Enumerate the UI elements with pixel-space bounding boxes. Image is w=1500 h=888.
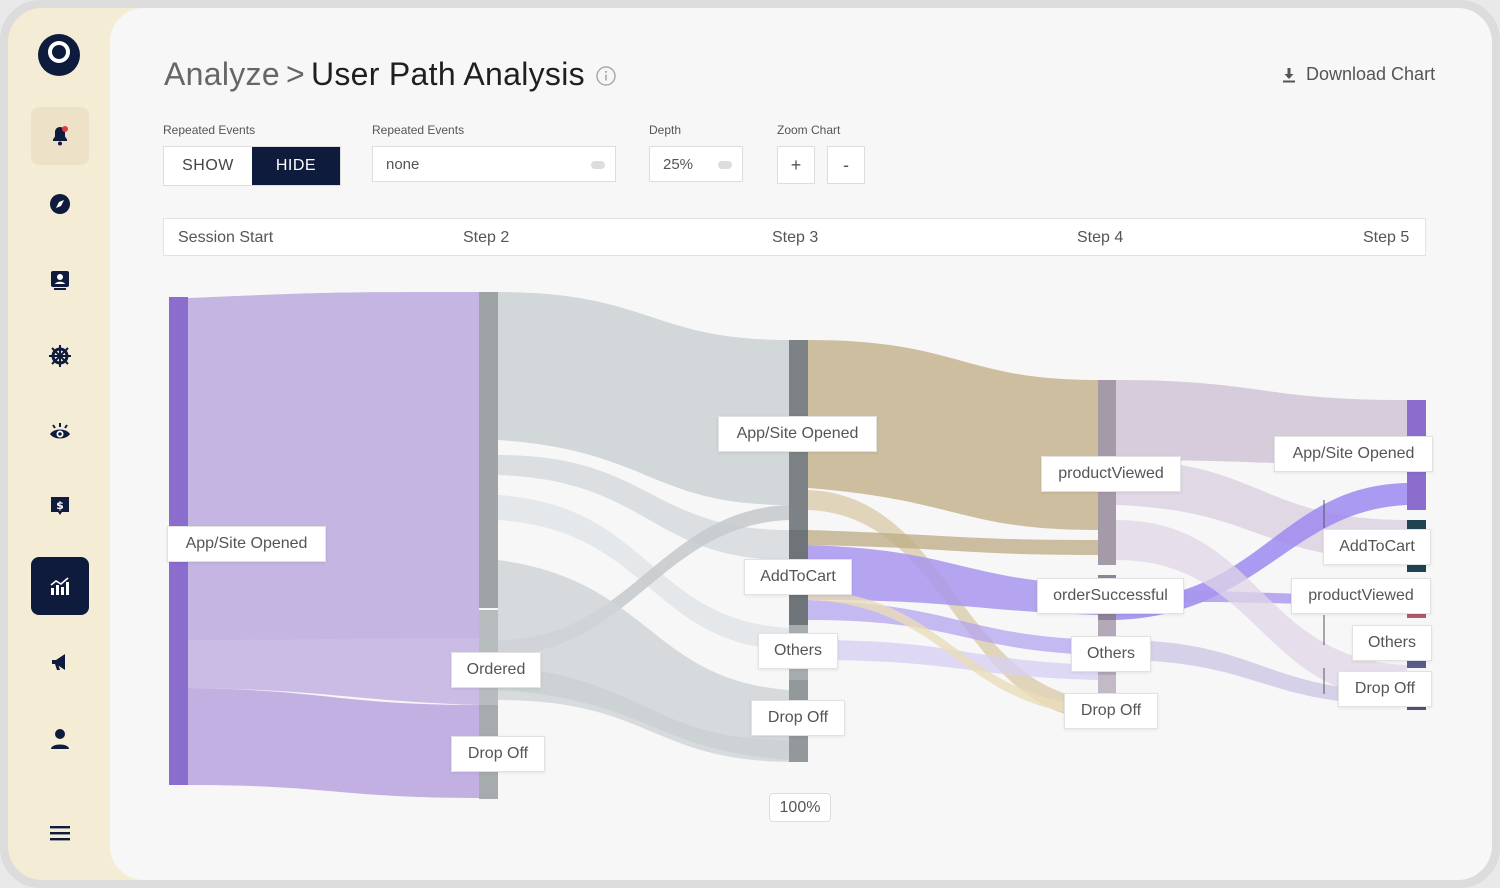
depth-toggle-icon xyxy=(718,161,732,169)
node-label-s3-addtocart[interactable]: AddToCart xyxy=(744,559,852,595)
svg-text:$: $ xyxy=(56,499,64,512)
download-chart-button[interactable]: Download Chart xyxy=(1282,64,1435,85)
node-label-s5-dropoff[interactable]: Drop Off xyxy=(1338,671,1432,707)
nav-contacts[interactable] xyxy=(31,251,89,309)
breadcrumb-current: User Path Analysis xyxy=(310,56,585,92)
node-label-s5-others[interactable]: Others xyxy=(1352,625,1432,661)
zoom-level-indicator: 100% xyxy=(769,793,831,822)
page-title: Analyze > User Path Analysis xyxy=(164,56,585,93)
breadcrumb-separator: > xyxy=(285,56,305,92)
depth-label: Depth xyxy=(649,123,682,137)
download-chart-label: Download Chart xyxy=(1306,64,1436,84)
step-header-3: Step 3 xyxy=(772,229,819,246)
nav-menu[interactable] xyxy=(31,804,89,862)
nav-observe[interactable] xyxy=(31,403,89,461)
hide-option[interactable]: HIDE xyxy=(252,147,340,185)
zoom-in-button[interactable]: + xyxy=(777,146,815,184)
compass-icon xyxy=(50,194,70,214)
nav-campaigns[interactable] xyxy=(31,633,89,691)
show-option[interactable]: SHOW xyxy=(182,157,234,174)
step-header-4: Step 4 xyxy=(1077,229,1124,246)
nav-analytics[interactable] xyxy=(31,557,89,615)
step-header-2: Step 2 xyxy=(463,229,510,246)
node-label-s5-appopened[interactable]: App/Site Opened xyxy=(1274,436,1433,472)
analytics-icon xyxy=(50,577,69,595)
node-label-s5-productviewed[interactable]: productViewed xyxy=(1291,578,1431,614)
nav-explore[interactable] xyxy=(31,175,89,233)
info-icon[interactable] xyxy=(596,66,616,86)
contacts-icon xyxy=(51,271,69,290)
download-icon xyxy=(1283,67,1295,82)
nav-revenue[interactable]: $ xyxy=(31,477,89,535)
repeated-events-select-label: Repeated Events xyxy=(372,123,465,137)
node-label-s2-ordered[interactable]: Ordered xyxy=(451,652,541,688)
zoom-out-button[interactable]: - xyxy=(827,146,865,184)
helm-icon xyxy=(49,345,71,367)
megaphone-icon xyxy=(52,654,65,670)
node-label-s4-others[interactable]: Others xyxy=(1071,636,1151,672)
notifications-icon xyxy=(53,126,68,146)
node-label-s4-dropoff[interactable]: Drop Off xyxy=(1064,693,1158,729)
node-label-s3-appopened[interactable]: App/Site Opened xyxy=(718,416,877,452)
node-label-s3-others[interactable]: Others xyxy=(758,633,838,669)
select-toggle-icon xyxy=(591,161,605,169)
menu-icon xyxy=(50,826,70,841)
repeated-events-value: none xyxy=(386,155,420,173)
node-label-s5-addtocart[interactable]: AddToCart xyxy=(1323,529,1431,565)
node-label-s1-appopened[interactable]: App/Site Opened xyxy=(167,526,326,562)
step-header-5: Step 5 xyxy=(1363,229,1410,246)
node-label-s4-ordersuccessful[interactable]: orderSuccessful xyxy=(1037,578,1184,614)
repeated-events-toggle: SHOW HIDE xyxy=(163,146,341,186)
node-label-s2-dropoff[interactable]: Drop Off xyxy=(451,736,545,772)
user-icon xyxy=(51,729,69,749)
zoom-chart-label: Zoom Chart xyxy=(777,123,841,137)
node-label-s4-productviewed[interactable]: productViewed xyxy=(1041,456,1181,492)
repeated-events-toggle-label: Repeated Events xyxy=(163,123,256,137)
depth-select[interactable]: 25% xyxy=(649,146,743,182)
logo-icon xyxy=(38,34,80,76)
node-label-s3-dropoff[interactable]: Drop Off xyxy=(751,700,845,736)
nav-helm[interactable] xyxy=(31,327,89,385)
nav-users[interactable] xyxy=(31,710,89,768)
step-header-bar: Session Start Step 2 Step 3 Step 4 Step … xyxy=(163,218,1426,256)
depth-value: 25% xyxy=(663,155,694,173)
nav-notifications[interactable] xyxy=(31,107,89,165)
repeated-events-select[interactable]: none xyxy=(372,146,616,182)
dollar-icon: $ xyxy=(51,497,69,515)
step-header-1: Session Start xyxy=(178,229,274,246)
breadcrumb-parent[interactable]: Analyze xyxy=(164,56,280,92)
eye-icon xyxy=(50,423,70,439)
